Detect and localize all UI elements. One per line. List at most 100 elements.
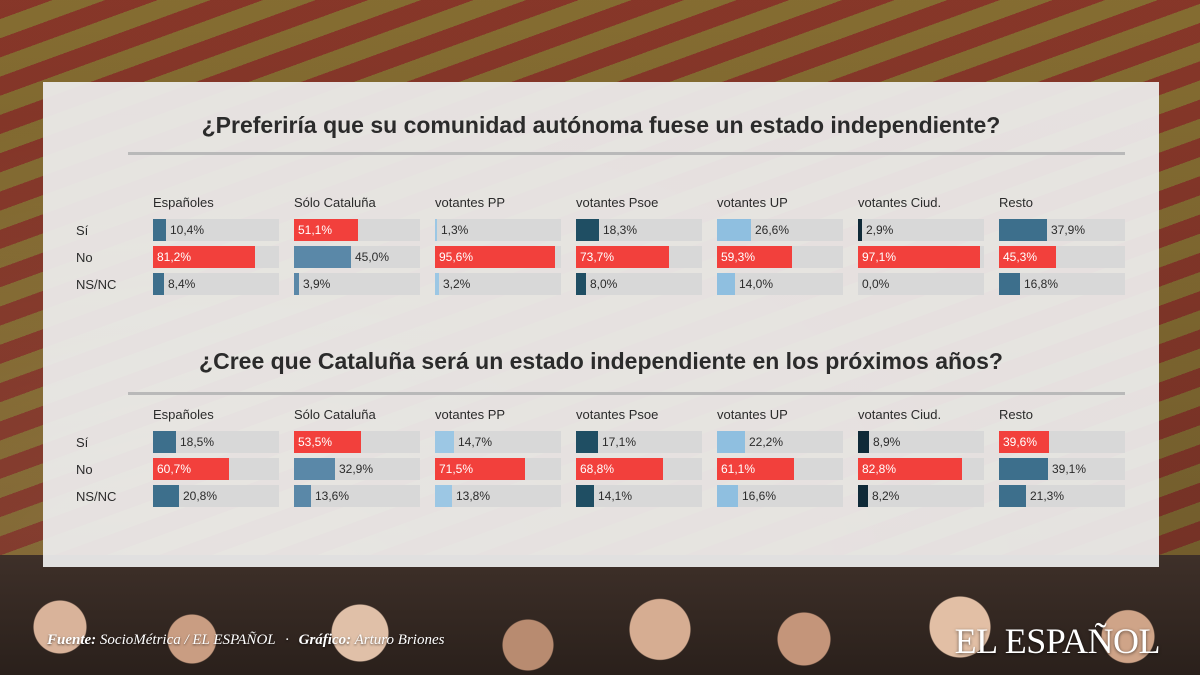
row-label-no: No bbox=[76, 250, 93, 265]
column-header-votantes-psoe: votantes Psoe bbox=[576, 407, 659, 422]
value-label: 21,3% bbox=[1030, 489, 1065, 503]
value-label: 39,6% bbox=[1003, 435, 1038, 449]
bar-cell: 8,2% bbox=[858, 485, 984, 507]
bar-ns-nc-espanoles bbox=[153, 273, 164, 295]
value-label: 13,8% bbox=[456, 489, 491, 503]
column-header-votantes-up: votantes UP bbox=[717, 195, 788, 210]
bar-si-resto bbox=[999, 431, 1049, 453]
value-label: 2,9% bbox=[866, 223, 894, 237]
question-2-rule bbox=[128, 392, 1125, 395]
bar-ns-nc-votantes-up bbox=[717, 485, 738, 507]
bar-si-espanoles bbox=[153, 431, 176, 453]
bar-cell: 51,1% bbox=[294, 219, 420, 241]
bar-si-votantes-up bbox=[717, 219, 751, 241]
row-label-ns-nc: NS/NC bbox=[76, 489, 117, 504]
value-label: 60,7% bbox=[157, 462, 192, 476]
value-label: 1,3% bbox=[441, 223, 469, 237]
value-label: 14,0% bbox=[739, 277, 774, 291]
value-label: 8,2% bbox=[872, 489, 900, 503]
column-header-resto: Resto bbox=[999, 195, 1033, 210]
bar-ns-nc-votantes-psoe bbox=[576, 273, 586, 295]
bar-cell: 2,9% bbox=[858, 219, 984, 241]
bar-cell: 82,8% bbox=[858, 458, 984, 480]
source-label: Fuente: bbox=[47, 632, 97, 648]
value-label: 81,2% bbox=[157, 250, 192, 264]
bar-si-votantes-psoe bbox=[576, 219, 599, 241]
bar-cell: 0,0% bbox=[858, 273, 984, 295]
graphic-label: Gráfico: bbox=[298, 632, 352, 648]
bar-si-votantes-psoe bbox=[576, 431, 598, 453]
bar-cell: 45,3% bbox=[999, 246, 1125, 268]
bar-no-resto bbox=[999, 246, 1056, 268]
credits-separator: · bbox=[285, 632, 289, 648]
value-label: 10,4% bbox=[170, 223, 205, 237]
bar-no-votantes-pp bbox=[435, 246, 555, 268]
value-label: 13,6% bbox=[315, 489, 350, 503]
bar-cell: 81,2% bbox=[153, 246, 279, 268]
row-label-si: Sí bbox=[76, 435, 89, 450]
bar-cell: 45,0% bbox=[294, 246, 420, 268]
bar-ns-nc-resto bbox=[999, 485, 1026, 507]
bar-cell: 14,1% bbox=[576, 485, 702, 507]
bar-cell: 26,6% bbox=[717, 219, 843, 241]
value-label: 14,7% bbox=[458, 435, 493, 449]
value-label: 68,8% bbox=[580, 462, 615, 476]
bar-cell: 8,0% bbox=[576, 273, 702, 295]
column-header-votantes-ciud: votantes Ciud. bbox=[858, 195, 942, 210]
bar-ns-nc-votantes-ciud bbox=[858, 485, 868, 507]
value-label: 32,9% bbox=[339, 462, 374, 476]
bar-si-votantes-ciud bbox=[858, 431, 869, 453]
value-label: 51,1% bbox=[298, 223, 333, 237]
bar-cell: 8,9% bbox=[858, 431, 984, 453]
bar-cell: 68,8% bbox=[576, 458, 702, 480]
bar-cell: 60,7% bbox=[153, 458, 279, 480]
question-1-rule bbox=[128, 152, 1125, 155]
background-crowd bbox=[0, 555, 1200, 675]
bar-cell: 71,5% bbox=[435, 458, 561, 480]
bar-si-solo-cataluna bbox=[294, 219, 358, 241]
column-header-espanoles: Españoles bbox=[153, 195, 214, 210]
bar-cell: 3,2% bbox=[435, 273, 561, 295]
value-label: 3,9% bbox=[303, 277, 331, 291]
bar-cell: 10,4% bbox=[153, 219, 279, 241]
bar-cell: 1,3% bbox=[435, 219, 561, 241]
value-label: 97,1% bbox=[862, 250, 897, 264]
value-label: 14,1% bbox=[598, 489, 633, 503]
column-header-solo-cataluna: Sólo Cataluña bbox=[294, 407, 376, 422]
bar-cell: 3,9% bbox=[294, 273, 420, 295]
bar-ns-nc-votantes-psoe bbox=[576, 485, 594, 507]
graphic-text: Arturo Briones bbox=[354, 632, 445, 648]
bar-no-votantes-psoe bbox=[576, 246, 669, 268]
bar-ns-nc-resto bbox=[999, 273, 1020, 295]
bar-ns-nc-votantes-up bbox=[717, 273, 735, 295]
column-header-votantes-psoe: votantes Psoe bbox=[576, 195, 659, 210]
bar-cell: 32,9% bbox=[294, 458, 420, 480]
bar-cell: 53,5% bbox=[294, 431, 420, 453]
bar-cell: 14,7% bbox=[435, 431, 561, 453]
bar-cell: 73,7% bbox=[576, 246, 702, 268]
column-header-solo-cataluna: Sólo Cataluña bbox=[294, 195, 376, 210]
bar-no-solo-cataluna bbox=[294, 458, 335, 480]
bar-cell: 97,1% bbox=[858, 246, 984, 268]
value-label: 18,3% bbox=[603, 223, 638, 237]
value-label: 95,6% bbox=[439, 250, 474, 264]
bar-cell: 59,3% bbox=[717, 246, 843, 268]
row-label-ns-nc: NS/NC bbox=[76, 277, 117, 292]
value-label: 53,5% bbox=[298, 435, 333, 449]
value-label: 61,1% bbox=[721, 462, 756, 476]
bar-no-solo-cataluna bbox=[294, 246, 351, 268]
bar-cell: 37,9% bbox=[999, 219, 1125, 241]
bar-ns-nc-votantes-pp bbox=[435, 485, 452, 507]
bar-no-espanoles bbox=[153, 458, 229, 480]
bar-no-votantes-up bbox=[717, 246, 792, 268]
value-label: 0,0% bbox=[862, 277, 890, 291]
column-header-espanoles: Españoles bbox=[153, 407, 214, 422]
row-label-si: Sí bbox=[76, 223, 89, 238]
bar-no-votantes-ciud bbox=[858, 246, 980, 268]
value-label: 73,7% bbox=[580, 250, 615, 264]
value-label: 8,9% bbox=[873, 435, 901, 449]
bar-no-votantes-pp bbox=[435, 458, 525, 480]
bar-cell: 39,1% bbox=[999, 458, 1125, 480]
bar-ns-nc-espanoles bbox=[153, 485, 179, 507]
bar-no-espanoles bbox=[153, 246, 255, 268]
